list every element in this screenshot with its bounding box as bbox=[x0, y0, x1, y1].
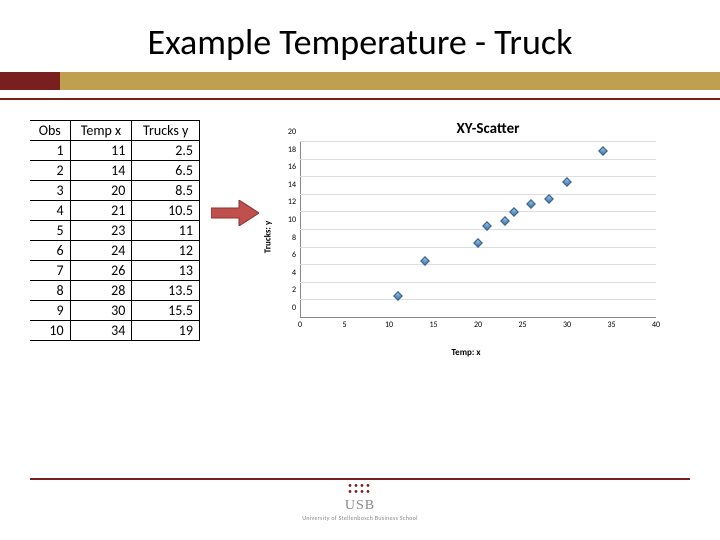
table-row: 1112.5 bbox=[30, 141, 200, 161]
cell-trucks: 2.5 bbox=[132, 141, 200, 161]
table-row: 72613 bbox=[30, 261, 200, 281]
gridline bbox=[300, 159, 656, 160]
title-accent-bar bbox=[0, 72, 720, 90]
table-row: 42110.5 bbox=[30, 201, 200, 221]
cell-obs: 2 bbox=[30, 161, 70, 181]
gridline bbox=[300, 229, 656, 230]
cell-obs: 6 bbox=[30, 241, 70, 261]
cell-obs: 5 bbox=[30, 221, 70, 241]
content-area: Obs Temp x Trucks y 1112.52146.53208.542… bbox=[0, 100, 720, 341]
xtick-label: 20 bbox=[474, 320, 482, 330]
chart-area: XY-Scatter Trucks: y Temp: x 02468101214… bbox=[270, 120, 700, 332]
ytick-label: 6 bbox=[280, 250, 296, 260]
cell-temp: 30 bbox=[70, 301, 132, 321]
cell-trucks: 13.5 bbox=[132, 281, 200, 301]
cell-temp: 20 bbox=[70, 181, 132, 201]
xtick-label: 5 bbox=[342, 320, 346, 330]
table-row: 52311 bbox=[30, 221, 200, 241]
table-row: 62412 bbox=[30, 241, 200, 261]
cell-obs: 9 bbox=[30, 301, 70, 321]
ytick-label: 16 bbox=[280, 162, 296, 172]
cell-trucks: 12 bbox=[132, 241, 200, 261]
gridline bbox=[300, 299, 656, 300]
cell-trucks: 8.5 bbox=[132, 181, 200, 201]
xtick-label: 25 bbox=[518, 320, 526, 330]
cell-temp: 24 bbox=[70, 241, 132, 261]
chart-box: Trucks: y Temp: x 0246810121416182005101… bbox=[276, 142, 656, 332]
table-row: 82813.5 bbox=[30, 281, 200, 301]
arrow-indicator bbox=[200, 120, 270, 226]
cell-trucks: 11 bbox=[132, 221, 200, 241]
chart-xlabel: Temp: x bbox=[451, 347, 480, 358]
cell-trucks: 15.5 bbox=[132, 301, 200, 321]
gridline bbox=[300, 282, 656, 283]
arrow-icon bbox=[211, 200, 259, 226]
ytick-label: 4 bbox=[280, 268, 296, 278]
cell-obs: 4 bbox=[30, 201, 70, 221]
cell-obs: 7 bbox=[30, 261, 70, 281]
ytick-label: 14 bbox=[280, 180, 296, 190]
ytick-label: 2 bbox=[280, 285, 296, 295]
cell-temp: 34 bbox=[70, 321, 132, 341]
xtick-label: 35 bbox=[607, 320, 615, 330]
data-table: Obs Temp x Trucks y 1112.52146.53208.542… bbox=[30, 120, 200, 341]
footer-line bbox=[30, 478, 690, 480]
table-row: 2146.5 bbox=[30, 161, 200, 181]
gridline bbox=[300, 176, 656, 177]
chart-title: XY-Scatter bbox=[276, 120, 700, 138]
xtick-label: 10 bbox=[385, 320, 393, 330]
ytick-label: 12 bbox=[280, 197, 296, 207]
table-row: 93015.5 bbox=[30, 301, 200, 321]
cell-temp: 11 bbox=[70, 141, 132, 161]
xtick-label: 0 bbox=[298, 320, 302, 330]
cell-trucks: 19 bbox=[132, 321, 200, 341]
cell-temp: 26 bbox=[70, 261, 132, 281]
cell-obs: 8 bbox=[30, 281, 70, 301]
cell-temp: 23 bbox=[70, 221, 132, 241]
cell-trucks: 10.5 bbox=[132, 201, 200, 221]
cell-temp: 21 bbox=[70, 201, 132, 221]
cell-trucks: 13 bbox=[132, 261, 200, 281]
cell-temp: 28 bbox=[70, 281, 132, 301]
col-header-temp: Temp x bbox=[70, 121, 132, 141]
xtick-label: 40 bbox=[652, 320, 660, 330]
logo-subtext: University of Stellenbosch Business Scho… bbox=[302, 514, 418, 522]
logo-dots-icon: •••••••• bbox=[302, 483, 418, 495]
col-header-trucks: Trucks y bbox=[132, 121, 200, 141]
ytick-label: 0 bbox=[280, 303, 296, 313]
chart-plot: 024681012141618200510152025303540 bbox=[300, 142, 656, 318]
table-row: 103419 bbox=[30, 321, 200, 341]
gridline bbox=[300, 211, 656, 212]
xtick-label: 15 bbox=[429, 320, 437, 330]
chart-ylabel: Trucks: y bbox=[263, 221, 274, 253]
chart-axes bbox=[300, 142, 656, 318]
ytick-label: 8 bbox=[280, 233, 296, 243]
cell-temp: 14 bbox=[70, 161, 132, 181]
gridline bbox=[300, 141, 656, 142]
logo-text: USB bbox=[345, 498, 375, 513]
col-header-obs: Obs bbox=[30, 121, 70, 141]
cell-trucks: 6.5 bbox=[132, 161, 200, 181]
data-table-wrap: Obs Temp x Trucks y 1112.52146.53208.542… bbox=[30, 120, 200, 341]
slide-title: Example Temperature - Truck bbox=[0, 0, 720, 72]
ytick-label: 10 bbox=[280, 215, 296, 225]
cell-obs: 10 bbox=[30, 321, 70, 341]
xtick-label: 30 bbox=[563, 320, 571, 330]
ytick-label: 18 bbox=[280, 145, 296, 155]
gridline bbox=[300, 264, 656, 265]
cell-obs: 3 bbox=[30, 181, 70, 201]
ytick-label: 20 bbox=[280, 127, 296, 137]
footer-logo: •••••••• USB University of Stellenbosch … bbox=[302, 483, 418, 522]
gridline bbox=[300, 194, 656, 195]
table-row: 3208.5 bbox=[30, 181, 200, 201]
cell-obs: 1 bbox=[30, 141, 70, 161]
